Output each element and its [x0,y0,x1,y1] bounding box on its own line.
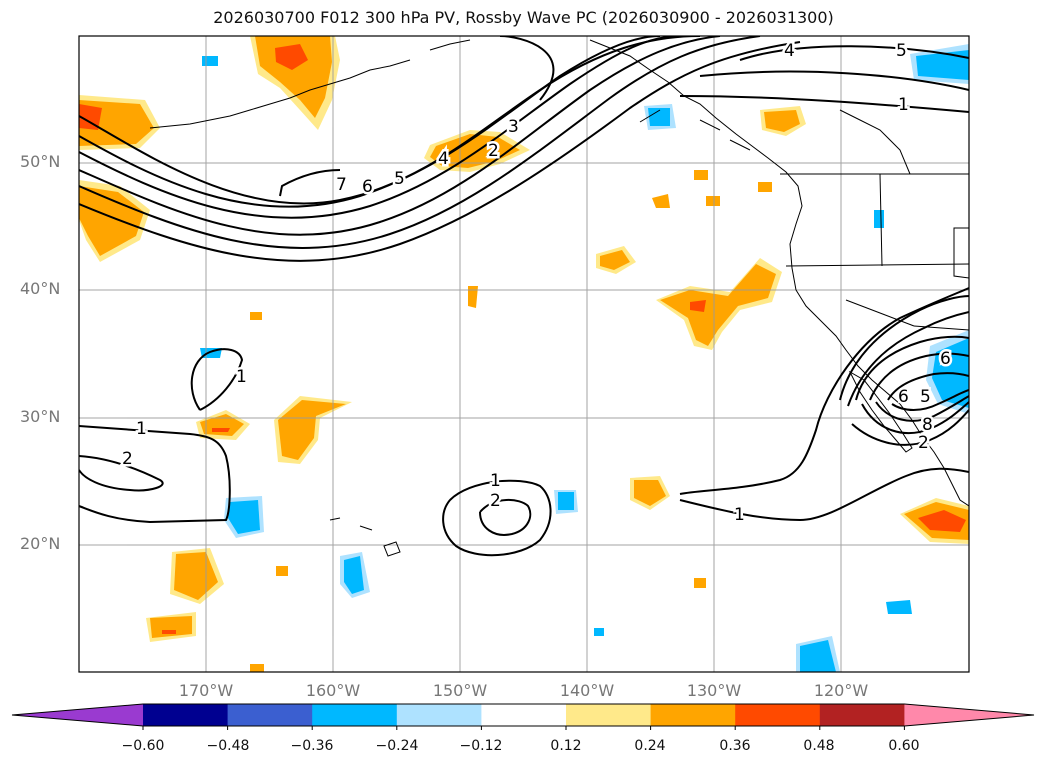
lon-label-130w: 130°W [686,681,742,700]
contour-label: 8 [922,415,933,435]
lat-label-30n: 30°N [20,407,61,426]
lon-label-140w: 140°W [559,681,615,700]
lat-label-50n: 50°N [20,152,61,171]
colorbar-segment [819,704,905,726]
contour-label: 2 [122,449,133,469]
contour-label: 6 [940,349,951,369]
colorbar-segment [143,704,229,726]
contour-label: 3 [508,117,519,137]
colorbar-segment [396,704,482,726]
colorbar-tick-label: −0.12 [459,738,503,754]
contour-label: 1 [898,95,909,115]
lat-label-20n: 20°N [20,534,61,553]
contour-label: 5 [920,387,931,407]
lat-label-40n: 40°N [20,279,61,298]
graticule [79,36,969,672]
colorbar-tick-label: 0.48 [803,738,835,754]
pv-shading [79,36,969,672]
colorbar-tick-label: −0.36 [290,738,334,754]
contour-label: 1 [734,505,745,525]
contour-label: 1 [490,471,501,491]
contour-label: 2 [490,491,501,511]
contour-label: 2 [918,433,929,453]
colorbar-tick-label: 0.24 [634,738,666,754]
lon-label-120w: 120°W [813,681,869,700]
contour-label: 1 [236,367,247,387]
colorbar-segment [227,704,313,726]
colorbar-extend-high [904,704,1034,726]
negative-anomalies [200,44,969,672]
colorbar-segment [312,704,398,726]
colorbar-segment [566,704,652,726]
contour-label: 2 [488,141,499,161]
map-frame [78,35,970,673]
contour-label: 6 [898,387,909,407]
colorbar-tick-label: 0.60 [888,738,920,754]
colorbar-tick-label: −0.60 [121,738,165,754]
contour-label: 5 [896,41,907,61]
contour-label: 4 [438,149,449,169]
colorbar [11,703,1035,730]
lon-label-170w: 170°W [178,681,234,700]
colorbar-tick-label: 0.12 [550,738,582,754]
contours [79,36,969,557]
map-title: 2026030700 F012 300 hPa PV, Rossby Wave … [213,8,834,27]
lon-label-150w: 150°W [432,681,488,700]
colorbar-tick-label: 0.36 [719,738,751,754]
coastlines [149,39,969,557]
colorbar-tick-label: −0.48 [206,738,250,754]
colorbar-segment [481,704,567,726]
contour-label: 5 [394,169,405,189]
contour-label: 7 [336,175,347,195]
colorbar-segment [735,704,821,726]
contour-label: 6 [362,177,373,197]
colorbar-extend-low [12,704,143,726]
contour-label: 1 [136,419,147,439]
positive-anomalies [79,36,969,672]
lon-label-160w: 160°W [305,681,361,700]
contour-label: 4 [784,41,795,61]
contour-labels: 1 1 1 1 1 2 2 2 2 3 4 4 5 5 7 6 5 6 6 8 [120,39,954,528]
colorbar-tick-label: −0.24 [375,738,419,754]
colorbar-segment [650,704,736,726]
